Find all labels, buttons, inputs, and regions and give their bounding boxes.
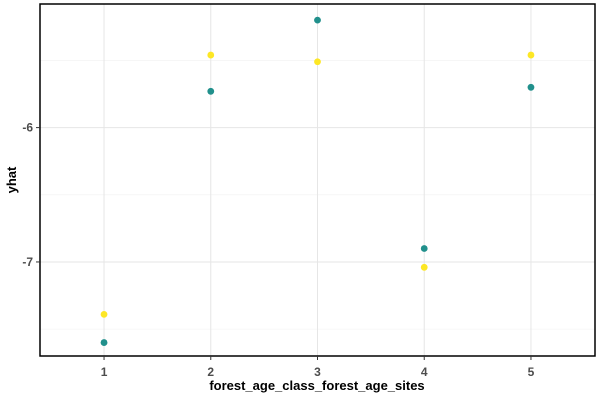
data-points [100,16,535,346]
data-point-series-1 [100,339,108,346]
data-point-series-1 [207,87,215,95]
axis-ticks: 1 2 3 4 5 -7 -6 [22,121,534,379]
data-point-series-2 [527,51,535,59]
data-point-series-2 [100,310,108,318]
data-point-series-2 [207,51,215,59]
data-point-series-1 [527,83,535,91]
y-tick-label: -7 [22,255,33,269]
data-point-series-1 [420,245,428,252]
x-axis-title: forest_age_class_forest_age_sites [209,378,424,393]
data-point-series-2 [420,263,428,271]
x-tick-label: 2 [207,365,214,379]
x-tick-label: 4 [421,365,428,379]
y-axis-title: yhat [4,166,19,193]
x-tick-label: 3 [314,365,321,379]
x-tick-label: 5 [528,365,535,379]
x-tick-label: 1 [101,365,108,379]
data-point-series-1 [314,16,321,24]
y-tick-label: -6 [22,121,33,135]
data-point-series-2 [314,58,321,66]
